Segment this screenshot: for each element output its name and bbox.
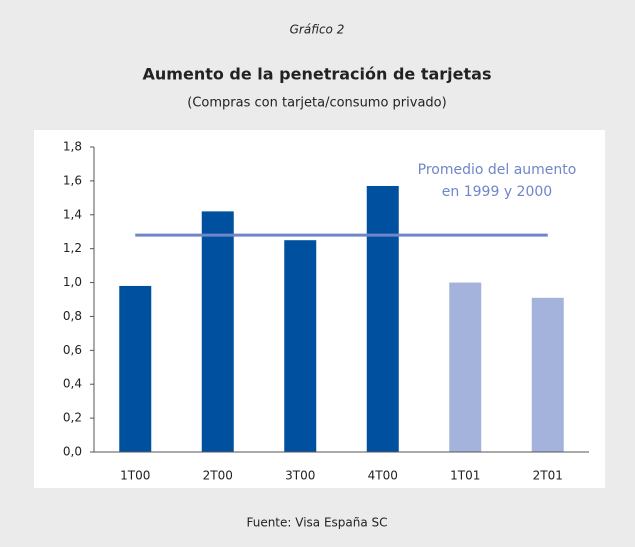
x-tick-label: 3T00 [285, 469, 315, 483]
reference-label: en 1999 y 2000 [442, 184, 552, 200]
bar [531, 297, 564, 452]
y-tick-label: 0,0 [63, 445, 82, 459]
y-tick-label: 1,2 [63, 241, 82, 255]
x-tick-label: 4T00 [368, 469, 398, 483]
bar [201, 211, 234, 452]
bar [366, 185, 399, 452]
chart-title: Aumento de la penetración de tarjetas [143, 65, 492, 84]
x-tick-label: 1T01 [450, 469, 480, 483]
x-tick-label: 2T01 [533, 469, 563, 483]
y-tick-label: 1,4 [63, 207, 82, 221]
kicker: Gráfico 2 [290, 23, 345, 37]
subtitle: (Compras con tarjeta/consumo privado) [187, 96, 446, 111]
y-tick-label: 0,2 [63, 411, 82, 425]
source: Fuente: Visa España SC [246, 516, 387, 530]
y-tick-label: 0,6 [63, 343, 82, 357]
y-tick-label: 0,4 [63, 377, 82, 391]
bar [284, 240, 317, 452]
bar [449, 282, 482, 452]
y-tick-label: 1,8 [63, 140, 82, 154]
y-tick-label: 1,0 [63, 275, 82, 289]
x-tick-label: 1T00 [120, 469, 150, 483]
bar [119, 285, 152, 452]
x-tick-label: 2T00 [203, 469, 233, 483]
y-tick-label: 1,6 [63, 173, 82, 187]
y-tick-label: 0,8 [63, 309, 82, 323]
reference-label: Promedio del aumento [418, 162, 577, 178]
